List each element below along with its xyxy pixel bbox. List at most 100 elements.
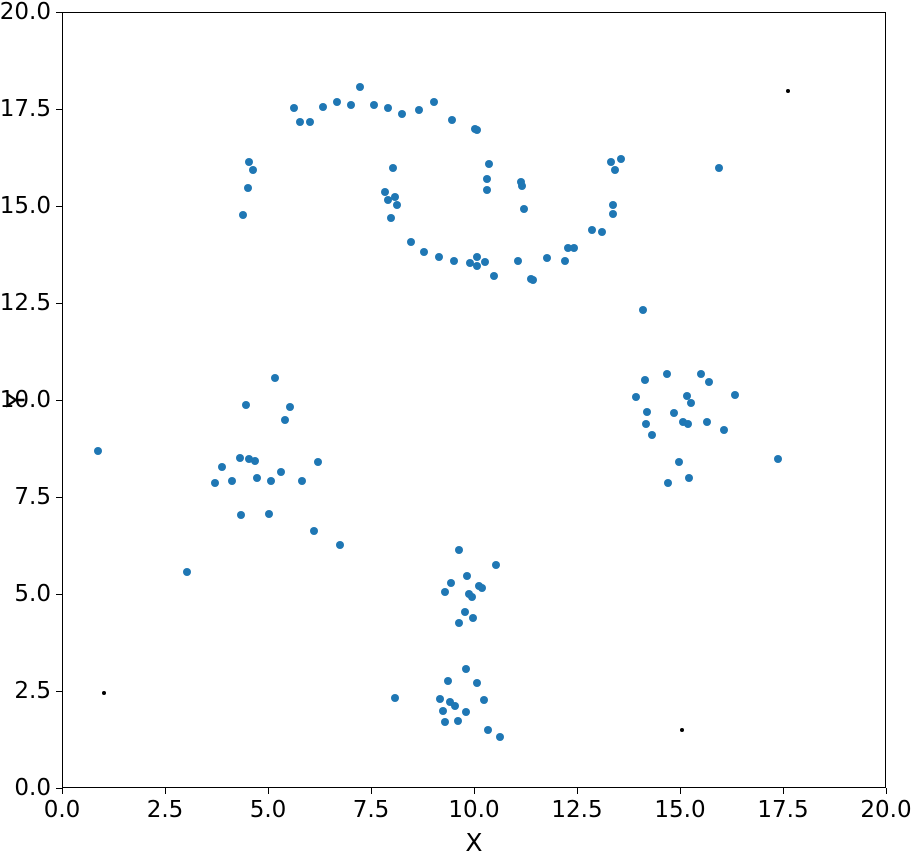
data-point: [609, 209, 618, 218]
data-point: [392, 201, 401, 210]
data-point: [211, 479, 220, 488]
x-tick-mark: [474, 788, 476, 794]
y-tick-label: 5.0: [14, 581, 51, 607]
data-point: [239, 210, 248, 219]
data-point: [478, 584, 487, 593]
data-point: [461, 708, 470, 717]
y-tick-label: 17.5: [0, 96, 51, 122]
data-point: [609, 201, 618, 210]
data-point: [332, 98, 341, 107]
y-tick-mark: [56, 12, 62, 14]
data-point: [217, 462, 226, 471]
data-point: [347, 100, 356, 109]
data-point: [310, 526, 319, 535]
data-point: [468, 614, 477, 623]
data-point: [473, 261, 482, 270]
data-point: [245, 455, 254, 464]
x-tick-label: 20.0: [860, 797, 912, 823]
data-point: [386, 213, 395, 222]
data-point: [289, 104, 298, 113]
data-point: [460, 608, 469, 617]
data-point: [528, 275, 537, 284]
data-point: [390, 193, 399, 202]
x-tick-mark: [783, 788, 785, 794]
data-point: [485, 160, 494, 169]
data-point: [481, 258, 490, 267]
data-point: [685, 473, 694, 482]
data-point: [611, 166, 620, 175]
x-tick-mark: [62, 788, 64, 794]
data-point: [297, 476, 306, 485]
data-point: [448, 115, 457, 124]
data-point: [242, 400, 251, 409]
data-point: [705, 377, 714, 386]
x-axis-label: X: [465, 828, 483, 857]
data-point: [560, 256, 569, 265]
data-point: [295, 117, 304, 126]
x-tick-label: 5.0: [249, 797, 287, 823]
data-point: [617, 154, 626, 163]
data-point: [356, 82, 365, 91]
data-point: [520, 204, 529, 213]
x-tick-label: 12.5: [551, 797, 603, 823]
x-tick-mark: [886, 788, 888, 794]
data-point: [447, 578, 456, 587]
data-point: [489, 272, 498, 281]
data-point: [441, 718, 450, 727]
data-point: [271, 373, 280, 382]
data-point: [245, 158, 254, 167]
data-point: [461, 665, 470, 674]
data-point: [473, 679, 482, 688]
data-point: [480, 695, 489, 704]
data-point: [388, 164, 397, 173]
y-tick-mark: [56, 691, 62, 693]
x-tick-label: 7.5: [352, 797, 390, 823]
data-point: [631, 393, 640, 402]
y-tick-label: 20.0: [0, 0, 51, 25]
data-point: [265, 510, 273, 519]
data-point: [249, 166, 258, 175]
data-point: [253, 473, 262, 482]
data-point: [451, 701, 460, 710]
data-point: [482, 185, 491, 194]
data-point: [454, 618, 463, 627]
data-point: [453, 717, 462, 726]
data-point: [318, 102, 327, 111]
data-point: [773, 455, 782, 464]
data-point: [687, 398, 696, 407]
data-point: [495, 732, 504, 741]
data-point: [467, 592, 476, 601]
data-point: [714, 164, 723, 173]
x-tick-label: 17.5: [757, 797, 809, 823]
data-point: [434, 252, 443, 261]
y-tick-mark: [56, 400, 62, 402]
data-point: [641, 420, 650, 429]
data-point: [390, 693, 399, 702]
data-point: [696, 369, 705, 378]
x-tick-mark: [680, 788, 682, 794]
data-point: [484, 726, 493, 735]
y-tick-label: 0.0: [14, 775, 51, 801]
x-tick-label: 15.0: [654, 797, 706, 823]
data-point: [94, 447, 103, 456]
data-point: [415, 106, 424, 114]
data-point: [419, 247, 428, 256]
data-point: [597, 228, 606, 237]
data-point: [473, 252, 482, 261]
data-point: [606, 158, 615, 167]
data-point: [306, 117, 315, 126]
y-tick-mark: [56, 497, 62, 499]
data-point: [280, 416, 289, 425]
data-point: [244, 183, 253, 192]
data-point: [640, 375, 649, 384]
data-point: [441, 587, 450, 596]
data-point: [669, 409, 678, 418]
data-point: [702, 418, 711, 427]
y-tick-label: 7.5: [14, 484, 51, 510]
data-point: [466, 259, 475, 268]
data-point: [662, 369, 671, 378]
data-point: [454, 546, 463, 555]
data-point: [381, 188, 390, 197]
data-point: [720, 426, 729, 435]
